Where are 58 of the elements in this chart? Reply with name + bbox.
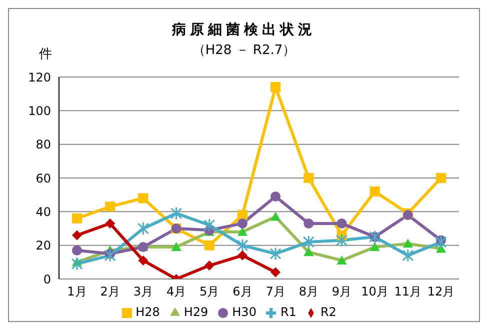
x-tick-label: 4月 <box>166 284 186 299</box>
x-tick-label: 9月 <box>332 284 352 299</box>
point <box>170 206 182 220</box>
legend-label: H29 <box>184 305 208 319</box>
point <box>138 255 148 266</box>
point <box>204 218 216 232</box>
point <box>270 267 281 278</box>
point <box>237 218 248 228</box>
y-tick-label: 20 <box>36 238 51 253</box>
y-tick-label: 60 <box>36 171 51 186</box>
x-tick-label: 11月 <box>394 284 422 299</box>
point <box>304 218 314 228</box>
point <box>237 210 248 220</box>
point <box>435 235 447 249</box>
x-tick-label: 1月 <box>67 284 87 299</box>
y-tick-label: 80 <box>36 138 51 152</box>
point <box>304 173 314 183</box>
point <box>105 202 116 212</box>
point <box>72 213 82 224</box>
legend-label: R1 <box>280 305 296 319</box>
point <box>270 192 281 202</box>
x-tick-label: 6月 <box>232 284 252 299</box>
chart-title: 病原細菌検出状況 <box>170 21 317 39</box>
point <box>104 248 116 262</box>
point <box>204 260 214 271</box>
point <box>71 257 83 271</box>
legend-label: H30 <box>232 305 256 319</box>
point <box>204 240 214 250</box>
point <box>237 250 248 260</box>
legend-label: H28 <box>136 305 160 319</box>
point <box>370 186 380 196</box>
point <box>402 248 414 262</box>
point <box>436 173 446 183</box>
point <box>72 230 82 240</box>
x-tick-label: 5月 <box>200 284 220 299</box>
y-axis-title: 件 <box>39 46 52 63</box>
point <box>336 218 347 228</box>
x-tick-label: 2月 <box>100 284 120 299</box>
point <box>105 218 116 228</box>
point <box>336 234 348 248</box>
legend-label: R2 <box>320 305 336 319</box>
point <box>302 235 314 249</box>
y-tick-label: 0 <box>43 272 51 286</box>
point <box>270 82 281 92</box>
y-tick-label: 100 <box>28 104 51 118</box>
x-tick-label: 3月 <box>133 284 153 299</box>
x-tick-label: 7月 <box>266 284 286 299</box>
y-tick-label: 40 <box>36 204 51 219</box>
point <box>137 222 149 236</box>
chart-subtitle: （H28 － R2.7） <box>192 43 296 58</box>
y-tick-label: 120 <box>28 70 51 84</box>
point <box>138 193 148 204</box>
point <box>270 247 282 260</box>
point <box>72 245 82 256</box>
x-tick-label: 8月 <box>298 284 318 299</box>
x-tick-label: 10月 <box>361 284 388 299</box>
point <box>236 238 248 252</box>
x-tick-label: 12月 <box>427 284 455 299</box>
